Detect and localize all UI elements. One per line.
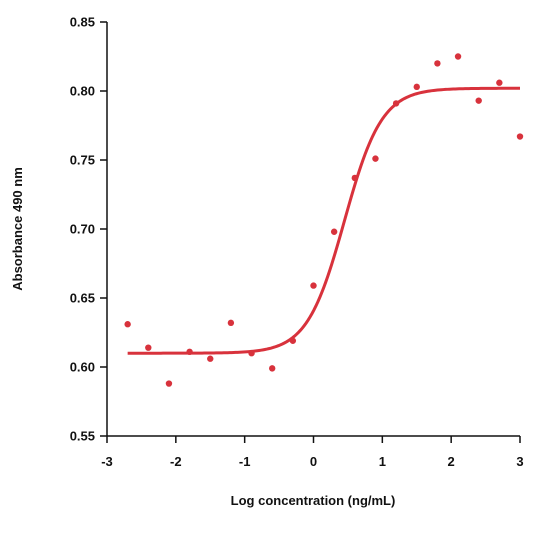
x-tick-label: 1 [379,454,386,469]
x-tick-label: 0 [310,454,317,469]
data-point [516,133,524,140]
data-point [207,355,214,362]
y-tick-label: 0.75 [70,153,95,168]
data-point [165,380,173,387]
data-points [124,53,524,387]
data-point [434,60,441,67]
data-point [248,350,255,357]
y-tick-label: 0.55 [70,429,95,444]
data-point [289,337,297,344]
data-point [186,348,193,356]
data-point [496,79,503,86]
data-point [372,155,379,162]
fit-curve [127,86,520,355]
x-tick-label: -2 [170,454,182,469]
x-tick-label: -3 [101,454,113,469]
y-ticks: 0.55 0.60 0.65 0.70 0.75 0.80 0.85 [70,15,107,444]
x-axis-title: Log concentration (ng/mL) [231,493,396,508]
y-axis-title: Absorbance 490 nm [10,167,25,291]
x-tick-label: -1 [239,454,251,469]
data-point [124,321,131,328]
data-point [413,83,420,91]
x-tick-label: 3 [516,454,523,469]
y-tick-label: 0.85 [70,15,95,30]
data-point [351,174,358,182]
x-ticks: -3 -2 -1 0 1 2 3 [101,436,524,469]
y-tick-label: 0.65 [70,291,95,306]
data-point [330,228,338,235]
data-point [392,100,400,107]
data-point [454,53,462,60]
data-point [145,344,152,351]
x-tick-label: 2 [448,454,455,469]
y-tick-label: 0.60 [70,360,95,375]
y-tick-label: 0.80 [70,84,95,99]
data-point [475,97,482,104]
data-point [269,365,276,372]
data-point [227,319,235,327]
y-tick-label: 0.70 [70,222,95,237]
data-point [310,282,317,289]
plot-frame [106,22,520,437]
